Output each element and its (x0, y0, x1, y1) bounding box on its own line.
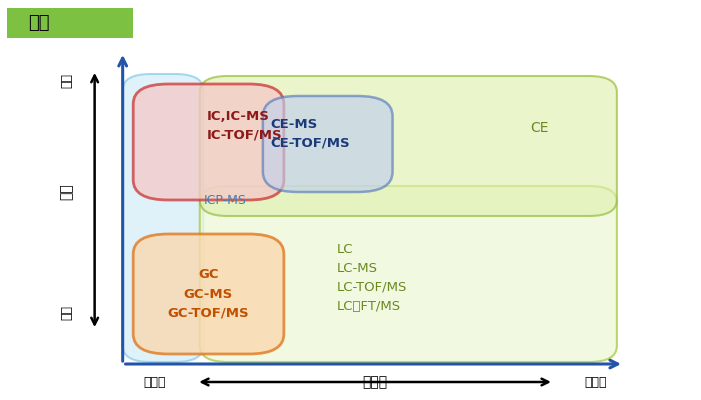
Text: ICP-MS: ICP-MS (203, 194, 246, 206)
FancyBboxPatch shape (200, 76, 617, 216)
Text: 極性: 極性 (60, 184, 74, 200)
Text: 小さい: 小さい (143, 376, 165, 388)
FancyBboxPatch shape (263, 96, 393, 192)
Text: 低い: 低い (60, 304, 73, 320)
Text: 測定: 測定 (28, 14, 49, 32)
Text: 分子量: 分子量 (362, 375, 388, 389)
FancyBboxPatch shape (133, 84, 284, 200)
Text: 高い: 高い (60, 72, 73, 88)
Text: IC,IC-MS
IC-TOF/MS: IC,IC-MS IC-TOF/MS (207, 110, 283, 142)
FancyBboxPatch shape (200, 186, 617, 362)
FancyBboxPatch shape (133, 234, 284, 354)
Text: LC
LC-MS
LC-TOF/MS
LC－FT/MS: LC LC-MS LC-TOF/MS LC－FT/MS (336, 243, 407, 313)
Text: GC
GC-MS
GC-TOF/MS: GC GC-MS GC-TOF/MS (168, 268, 249, 320)
Text: 大きい: 大きい (585, 376, 607, 388)
Text: CE-MS
CE-TOF/MS: CE-MS CE-TOF/MS (270, 118, 350, 150)
Text: CE: CE (531, 121, 549, 135)
FancyBboxPatch shape (7, 8, 133, 38)
FancyBboxPatch shape (123, 74, 203, 362)
